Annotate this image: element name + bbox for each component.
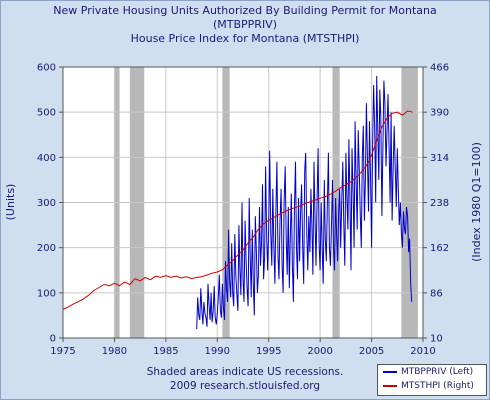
y-left-tick-label-600: 600 bbox=[37, 63, 56, 74]
legend-item-mtbppriv: MTBPPRIV (Left) bbox=[378, 365, 486, 379]
y-right-tick-label-86: 86 bbox=[430, 288, 443, 299]
chart-legend: MTBPPRIV (Left) MTSTHPI (Right) bbox=[377, 364, 487, 396]
legend-label-mtsthpi: MTSTHPI (Right) bbox=[401, 381, 474, 391]
y-left-tick-label-200: 200 bbox=[37, 243, 56, 254]
x-tick-label-1980: 1980 bbox=[102, 346, 127, 357]
y-right-tick-label-390: 390 bbox=[430, 108, 449, 119]
chart-footer: Shaded areas indicate US recessions. 200… bbox=[100, 365, 390, 393]
source-credit: 2009 research.stlouisfed.org bbox=[169, 380, 321, 392]
x-tick-label-2005: 2005 bbox=[359, 346, 384, 357]
series-line-mtbppriv bbox=[196, 75, 413, 330]
x-tick-label-2000: 2000 bbox=[307, 346, 332, 357]
y-right-tick-label-314: 314 bbox=[430, 153, 449, 164]
x-tick-label-1975: 1975 bbox=[50, 346, 75, 357]
chart-title-line-1: New Private Housing Units Authorized By … bbox=[53, 4, 437, 17]
y-axis-left-label: (Units) bbox=[4, 184, 17, 221]
x-tick-label-1985: 1985 bbox=[153, 346, 178, 357]
legend-swatch-blue bbox=[383, 371, 397, 373]
y-left-tick-label-400: 400 bbox=[37, 153, 56, 164]
legend-label-mtbppriv: MTBPPRIV (Left) bbox=[401, 367, 474, 377]
y-left-tick-label-100: 100 bbox=[37, 288, 56, 299]
y-left-tick-label-300: 300 bbox=[37, 198, 56, 209]
y-left-tick-label-0: 0 bbox=[50, 334, 56, 345]
x-tick-label-1990: 1990 bbox=[205, 346, 230, 357]
series-lines bbox=[62, 75, 413, 330]
chart-title-line-2: (MTBPPRIV) bbox=[212, 18, 278, 31]
axis-ticks: 1975 1980 1985 1990 1995 2000 2005 2010 0 100 200 3… bbox=[37, 63, 449, 358]
series-line-mtsthpi bbox=[62, 110, 413, 310]
y-right-tick-label-466: 466 bbox=[430, 63, 449, 74]
y-right-tick-label-10: 10 bbox=[430, 334, 443, 345]
y-axis-right-label: (Index 1980 Q1=100) bbox=[470, 142, 483, 262]
x-tick-label-2010: 2010 bbox=[410, 346, 435, 357]
y-left-tick-label-500: 500 bbox=[37, 108, 56, 119]
recession-note: Shaded areas indicate US recessions. bbox=[146, 366, 344, 378]
y-right-tick-label-162: 162 bbox=[430, 243, 449, 254]
x-tick-label-1995: 1995 bbox=[256, 346, 281, 357]
legend-swatch-red bbox=[383, 385, 397, 387]
y-right-tick-label-238: 238 bbox=[430, 198, 449, 209]
chart-title-line-3: House Price Index for Montana (MTSTHPI) bbox=[130, 32, 360, 45]
legend-item-mtsthpi: MTSTHPI (Right) bbox=[378, 379, 486, 393]
